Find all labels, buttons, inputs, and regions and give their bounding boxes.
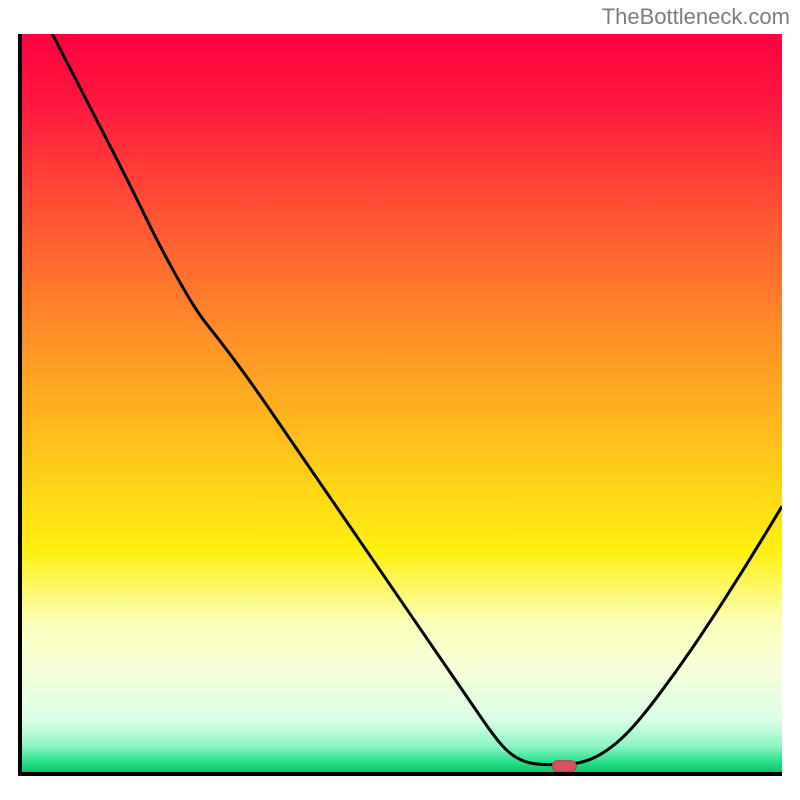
- bottleneck-curve: [52, 34, 782, 765]
- curve-svg: [22, 34, 782, 772]
- bottleneck-chart: TheBottleneck.com: [0, 0, 800, 800]
- optimal-marker: [552, 760, 576, 772]
- watermark-text: TheBottleneck.com: [602, 4, 790, 30]
- plot-area: [18, 34, 782, 776]
